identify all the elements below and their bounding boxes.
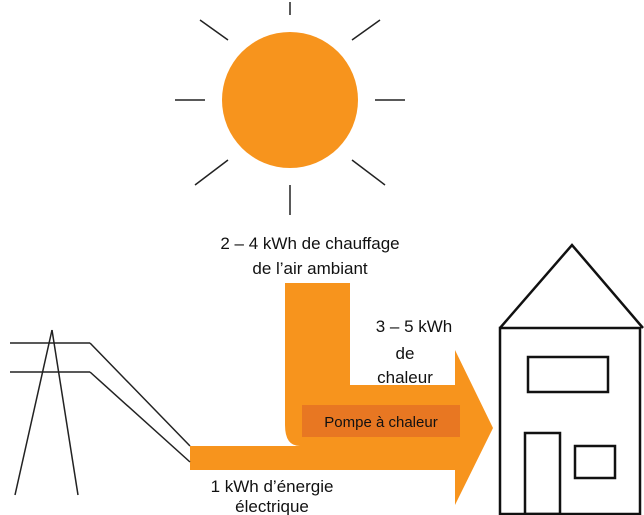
- line: [352, 20, 380, 40]
- shape: [575, 446, 615, 478]
- diagram: 2 – 4 kWh de chauffage de l’air ambiant …: [0, 0, 644, 515]
- page: {"source_label": ["2 – 4 kWh de chauffag…: [0, 0, 644, 515]
- line: [15, 330, 52, 495]
- output-label: de: [396, 344, 415, 363]
- sun: [175, 2, 405, 215]
- line: [200, 20, 228, 40]
- source-label: 2 – 4 kWh de chauffage: [220, 234, 399, 253]
- shape: [500, 245, 643, 328]
- line: [90, 343, 190, 446]
- line: [52, 330, 78, 495]
- output-label: 3 – 5 kWh: [376, 317, 453, 336]
- pump-label: Pompe à chaleur: [324, 414, 437, 431]
- shape: [525, 433, 560, 514]
- shape: [528, 357, 608, 392]
- input-label: électrique: [235, 497, 309, 515]
- pylon: [10, 330, 190, 495]
- house: [500, 245, 643, 514]
- source-label: de l’air ambiant: [252, 259, 368, 278]
- input-label: 1 kWh d’énergie: [211, 477, 334, 496]
- output-label: chaleur: [377, 368, 433, 387]
- line: [352, 160, 385, 185]
- sun-disc: [222, 32, 358, 168]
- line: [195, 160, 228, 185]
- line: [90, 372, 190, 462]
